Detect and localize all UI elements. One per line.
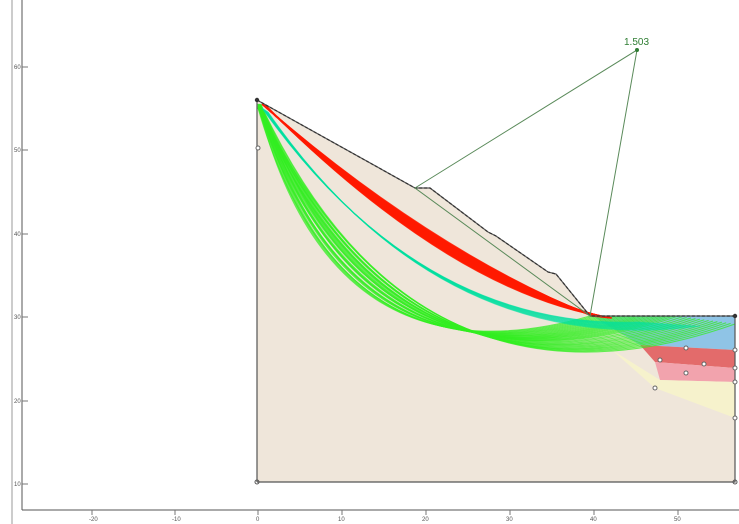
slip-surfaces-safe [257,103,736,353]
x-tick-label: -20 [89,517,98,523]
vertex-marker[interactable] [683,345,689,351]
vertex-marker[interactable] [254,97,260,103]
vertex-marker[interactable] [652,385,658,391]
slip-surface [258,107,630,336]
y-tick-label: 30 [14,315,21,321]
vertex-marker[interactable] [701,361,707,367]
vertex-marker[interactable] [732,415,738,421]
slip-surface [258,107,718,350]
slip-surface [267,111,701,331]
vertex-marker[interactable] [732,379,738,385]
slip-surface [258,106,736,353]
y-axis-ticks: 60 50 40 30 20 10 [14,65,28,488]
slip-center-pointer [414,48,638,317]
slip-surface [257,107,696,345]
ground-surface-line [256,99,735,317]
slip-surface [257,107,608,334]
vertex-marker[interactable] [732,479,738,485]
model-vertices [254,97,738,485]
slip-center-marker[interactable] [635,48,639,52]
x-tick-label: -10 [172,517,181,523]
vertex-marker[interactable] [657,357,663,363]
soil-layer-yellow[interactable] [612,350,735,418]
x-tick-label: 0 [256,517,260,523]
soil-layer-red[interactable] [640,345,735,368]
x-tick-label: 10 [338,517,345,523]
vertex-marker[interactable] [254,479,260,485]
y-tick-label: 40 [14,232,21,238]
vertex-marker[interactable] [732,365,738,371]
x-axis-ticks: -20 -10 0 10 20 30 40 50 [89,510,681,523]
factor-of-safety-label: 1.503 [624,37,649,48]
y-tick-label: 60 [14,65,21,71]
x-tick-label: 30 [506,517,513,523]
x-tick-label: 40 [590,517,597,523]
vertex-marker[interactable] [255,145,261,151]
x-tick-label: 20 [422,517,429,523]
vertex-marker[interactable] [732,347,738,353]
y-tick-label: 50 [14,148,21,154]
y-tick-label: 20 [14,399,21,405]
soil-layer-pink[interactable] [655,362,735,382]
slip-surface [259,107,652,339]
slip-surface [265,105,613,319]
x-tick-label: 50 [674,517,681,523]
y-tick-label: 10 [14,482,21,488]
slip-surfaces-critical [261,103,613,319]
vertex-marker[interactable] [683,370,689,376]
vertex-marker[interactable] [732,313,738,319]
slip-surfaces-intermediate [261,107,701,331]
